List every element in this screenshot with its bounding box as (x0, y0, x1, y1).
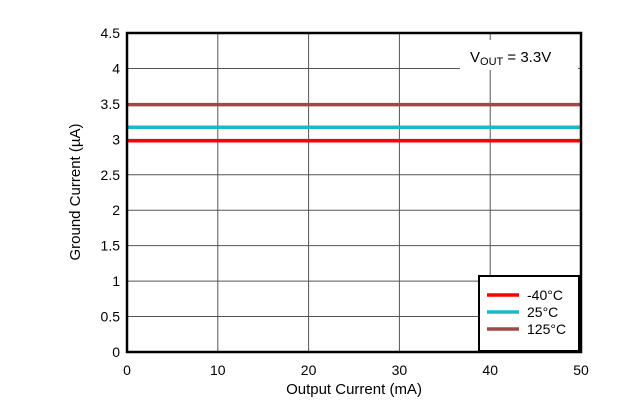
x-tick-label: 40 (482, 362, 498, 378)
y-tick-label: 4.5 (101, 25, 121, 41)
y-tick-label: 1 (112, 273, 120, 289)
x-axis-ticks: 0 10 20 30 40 50 (123, 362, 589, 378)
annotation-box (460, 40, 578, 70)
y-axis-label: Ground Current (µA) (67, 123, 84, 260)
x-tick-label: 0 (123, 362, 131, 378)
x-tick-label: 30 (392, 362, 408, 378)
data-series (127, 102, 581, 143)
y-tick-label: 2.5 (101, 167, 121, 183)
vout-annotation: VOUT = 3.3V (470, 49, 551, 68)
y-tick-label: 0.5 (101, 309, 121, 325)
y-axis-ticks: 0 0.5 1 1.5 2 2.5 3 3.5 4 4.5 (101, 25, 121, 360)
x-tick-label: 10 (210, 362, 226, 378)
y-tick-label: 2 (112, 202, 120, 218)
legend-label: 25°C (527, 304, 558, 320)
y-tick-label: 3 (112, 131, 120, 147)
y-tick-label: 0 (112, 344, 120, 360)
x-axis-label: Output Current (mA) (286, 381, 422, 398)
y-tick-label: 3.5 (101, 96, 121, 112)
x-tick-label: 20 (301, 362, 317, 378)
y-tick-label: 4 (112, 60, 120, 76)
plot-frame (125, 31, 583, 354)
legend-label: 125°C (527, 321, 566, 337)
y-tick-label: 1.5 (101, 238, 121, 254)
legend-label: -40°C (527, 287, 563, 303)
x-tick-label: 50 (573, 362, 589, 378)
